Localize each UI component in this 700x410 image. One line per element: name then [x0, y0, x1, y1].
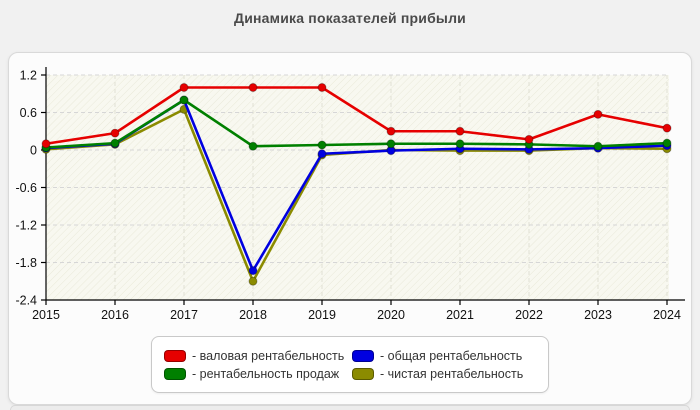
series-line — [45, 86, 668, 146]
series-line — [45, 98, 668, 149]
y-axis-label: -1.2 — [15, 219, 37, 233]
chart-axes — [41, 67, 685, 305]
y-axis-label: 0 — [30, 144, 37, 158]
data-point — [110, 138, 120, 148]
y-axis-label: -2.4 — [15, 294, 37, 308]
y-axis-label: -1.8 — [15, 256, 37, 270]
data-point — [317, 140, 327, 150]
x-axis-label: 2016 — [101, 308, 129, 322]
y-axis-label: -0.6 — [15, 181, 37, 195]
y-axis-labels: 1.2 0.6 0 -0.6 -1.2 -1.8 -2.4 — [15, 69, 37, 308]
data-point — [248, 276, 258, 286]
data-point — [662, 123, 672, 133]
data-point — [41, 139, 51, 149]
y-axis-label: 1.2 — [20, 69, 37, 83]
data-point — [593, 141, 603, 151]
x-axis-label: 2019 — [308, 308, 336, 322]
data-point — [317, 149, 327, 159]
legend-swatch-icon — [352, 349, 374, 362]
page-title: Динамика показателей прибыли — [234, 10, 466, 26]
data-point — [248, 266, 258, 276]
x-axis-label: 2018 — [239, 308, 267, 322]
data-point — [455, 126, 465, 136]
x-axis-label: 2021 — [446, 308, 474, 322]
next-card-top-edge — [10, 405, 690, 410]
data-point — [110, 128, 120, 138]
data-point — [662, 138, 672, 148]
x-axis-label: 2020 — [377, 308, 405, 322]
data-point — [386, 139, 396, 149]
legend-swatch-icon — [164, 349, 186, 362]
data-point — [455, 139, 465, 149]
chart-legend: - валовая рентабельность - общая рентабел… — [151, 336, 549, 393]
x-axis-labels: 2015 2016 2017 2018 2019 2020 2021 2022 2023 2024 — [32, 308, 681, 322]
legend-label: - валовая рентабельность — [192, 348, 345, 363]
y-axis-label: 0.6 — [20, 106, 37, 120]
series-0 — [41, 83, 672, 149]
legend-label: - рентабельность продаж — [192, 366, 340, 381]
legend-swatch-icon — [352, 367, 374, 380]
x-axis-label: 2015 — [32, 308, 60, 322]
data-point — [317, 83, 327, 92]
x-axis-label: 2024 — [653, 308, 681, 322]
legend-item-0: - валовая рентабельность — [164, 349, 348, 363]
legend-label: - чистая рентабельность — [380, 366, 524, 381]
data-point — [386, 126, 396, 136]
data-point — [248, 83, 258, 92]
x-axis-label: 2017 — [170, 308, 198, 322]
data-point — [179, 83, 189, 92]
legend-item-3: - чистая рентабельность — [352, 367, 536, 381]
x-axis-label: 2023 — [584, 308, 612, 322]
legend-item-1: - общая рентабельность — [352, 349, 536, 363]
data-point — [248, 141, 258, 151]
x-axis-label: 2022 — [515, 308, 543, 322]
legend-label: - общая рентабельность — [380, 348, 523, 363]
data-point — [593, 109, 603, 119]
chart-card: 1.2 0.6 0 -0.6 -1.2 -1.8 -2.4 2015 2016 2017 2018 2… — [8, 52, 692, 405]
series-2 — [41, 95, 672, 152]
legend-swatch-icon — [164, 367, 186, 380]
data-point — [179, 95, 189, 105]
legend-item-2: - рентабельность продаж — [164, 367, 348, 381]
data-point — [524, 134, 534, 144]
